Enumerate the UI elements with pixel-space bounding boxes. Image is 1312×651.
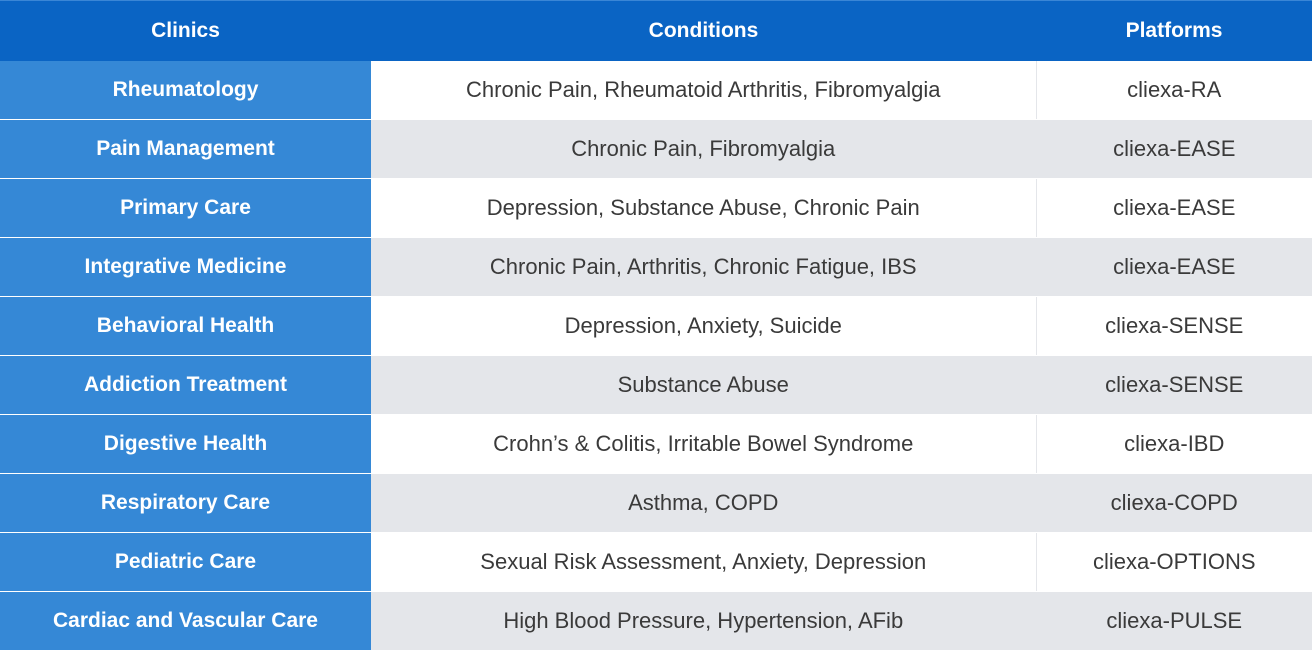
clinic-cell: Pain Management [0, 119, 371, 179]
header-row: Clinics Conditions Platforms [0, 0, 1312, 61]
clinic-cell: Behavioral Health [0, 296, 371, 356]
table-row: Pain Management Chronic Pain, Fibromyalg… [0, 119, 1312, 179]
header-conditions: Conditions [371, 0, 1036, 61]
header-platforms: Platforms [1036, 0, 1312, 61]
platform-cell: cliexa-SENSE [1036, 355, 1312, 415]
platform-cell: cliexa-COPD [1036, 473, 1312, 533]
platform-cell: cliexa-OPTIONS [1036, 532, 1312, 592]
table-row: Rheumatology Chronic Pain, Rheumatoid Ar… [0, 61, 1312, 120]
table-row: Respiratory Care Asthma, COPD cliexa-COP… [0, 473, 1312, 533]
platform-cell: cliexa-IBD [1036, 414, 1312, 474]
platform-cell: cliexa-SENSE [1036, 296, 1312, 356]
table-row: Cardiac and Vascular Care High Blood Pre… [0, 591, 1312, 651]
clinic-cell: Respiratory Care [0, 473, 371, 533]
table-row: Addiction Treatment Substance Abuse clie… [0, 355, 1312, 415]
conditions-cell: Chronic Pain, Arthritis, Chronic Fatigue… [371, 237, 1037, 297]
table-row: Digestive Health Crohn’s & Colitis, Irri… [0, 414, 1312, 474]
platform-cell: cliexa-EASE [1036, 178, 1312, 238]
conditions-cell: High Blood Pressure, Hypertension, AFib [371, 591, 1037, 651]
table-row: Behavioral Health Depression, Anxiety, S… [0, 296, 1312, 356]
conditions-cell: Asthma, COPD [371, 473, 1037, 533]
clinic-cell: Primary Care [0, 178, 371, 238]
platform-cell: cliexa-RA [1036, 61, 1312, 120]
clinic-cell: Integrative Medicine [0, 237, 371, 297]
header-clinics: Clinics [0, 0, 371, 61]
platform-cell: cliexa-EASE [1036, 237, 1312, 297]
platform-cell: cliexa-EASE [1036, 119, 1312, 179]
conditions-cell: Chronic Pain, Rheumatoid Arthritis, Fibr… [371, 61, 1037, 120]
clinic-cell: Pediatric Care [0, 532, 371, 592]
conditions-cell: Chronic Pain, Fibromyalgia [371, 119, 1037, 179]
conditions-cell: Substance Abuse [371, 355, 1037, 415]
table-row: Pediatric Care Sexual Risk Assessment, A… [0, 532, 1312, 592]
clinic-cell: Digestive Health [0, 414, 371, 474]
conditions-cell: Depression, Substance Abuse, Chronic Pai… [371, 178, 1037, 238]
table-body: Rheumatology Chronic Pain, Rheumatoid Ar… [0, 61, 1312, 651]
table-header: Clinics Conditions Platforms [0, 0, 1312, 61]
conditions-cell: Depression, Anxiety, Suicide [371, 296, 1037, 356]
conditions-cell: Sexual Risk Assessment, Anxiety, Depress… [371, 532, 1037, 592]
clinic-cell: Cardiac and Vascular Care [0, 591, 371, 651]
platform-cell: cliexa-PULSE [1036, 591, 1312, 651]
table-row: Primary Care Depression, Substance Abuse… [0, 178, 1312, 238]
table-row: Integrative Medicine Chronic Pain, Arthr… [0, 237, 1312, 297]
conditions-cell: Crohn’s & Colitis, Irritable Bowel Syndr… [371, 414, 1037, 474]
clinic-cell: Rheumatology [0, 61, 371, 120]
clinic-cell: Addiction Treatment [0, 355, 371, 415]
